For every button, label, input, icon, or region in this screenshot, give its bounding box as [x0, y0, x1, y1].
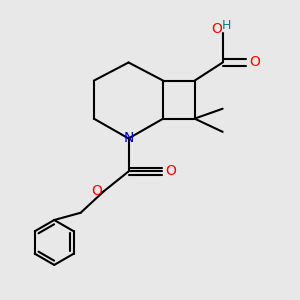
Text: H: H — [222, 19, 231, 32]
Text: O: O — [165, 164, 176, 178]
Text: N: N — [123, 131, 134, 146]
Text: O: O — [249, 56, 260, 70]
Text: O: O — [91, 184, 102, 198]
Text: O: O — [211, 22, 222, 37]
